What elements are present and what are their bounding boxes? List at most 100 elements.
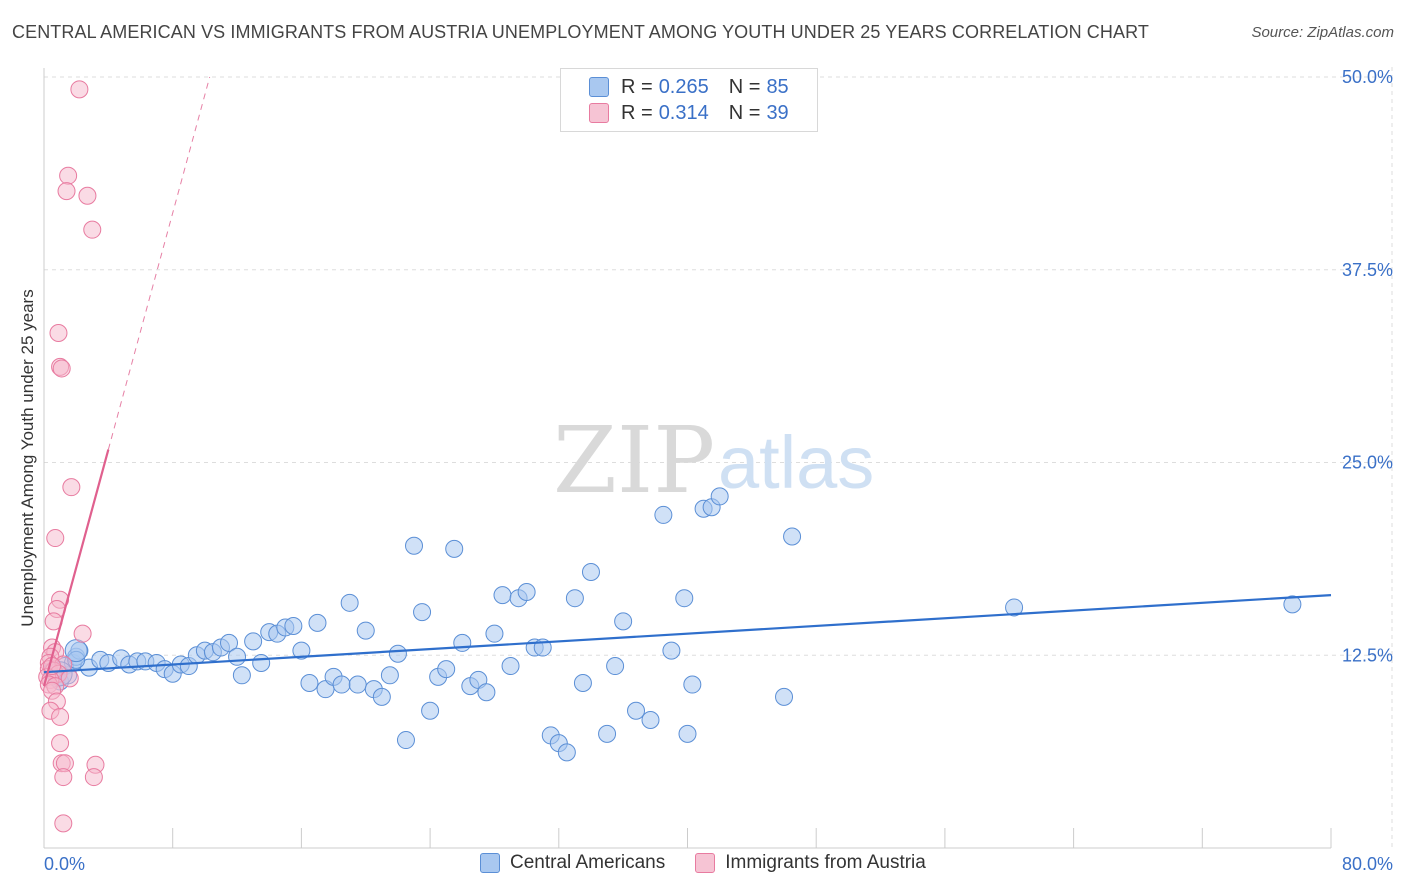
data-point xyxy=(252,653,271,672)
source-label: Source: ZipAtlas.com xyxy=(1251,24,1394,41)
data-point xyxy=(232,666,251,685)
legend-swatch-blue xyxy=(480,853,500,873)
legend-label: Central Americans xyxy=(510,852,666,873)
data-point xyxy=(51,734,70,753)
data-point xyxy=(73,624,92,643)
data-point xyxy=(675,589,694,608)
y-tick-label: 12.5% xyxy=(1342,645,1393,665)
data-point xyxy=(84,768,103,787)
data-point xyxy=(581,562,600,581)
data-point xyxy=(228,647,247,666)
data-point xyxy=(445,539,464,558)
data-point xyxy=(641,711,660,730)
legend-label: Immigrants from Austria xyxy=(725,852,926,873)
data-point xyxy=(300,674,319,693)
data-point xyxy=(775,687,794,706)
legend-r-value: 0.314 xyxy=(658,101,709,124)
legend-swatch-pink xyxy=(695,853,716,873)
data-point xyxy=(54,814,73,833)
legend-n-value: 85 xyxy=(766,75,789,98)
legend-swatch-blue xyxy=(589,77,609,97)
trend-line-immigrants-from-austria xyxy=(42,449,110,687)
data-point xyxy=(49,323,68,342)
data-point xyxy=(244,632,263,651)
data-point xyxy=(388,644,407,663)
data-point xyxy=(70,80,89,99)
data-point xyxy=(517,583,536,602)
data-point xyxy=(573,674,592,693)
data-point xyxy=(421,701,440,720)
data-point xyxy=(783,527,802,546)
legend-r-label: R = xyxy=(621,75,653,98)
legend-row-pink: R = 0.314 N = 39 xyxy=(589,101,789,125)
data-point xyxy=(348,675,367,694)
data-point xyxy=(52,359,71,378)
y-tick-label: 50.0% xyxy=(1342,67,1393,87)
data-point xyxy=(662,641,681,660)
watermark-atlas: atlas xyxy=(718,421,874,504)
data-point xyxy=(501,657,520,676)
data-point xyxy=(308,613,327,632)
data-point xyxy=(405,536,424,555)
y-axis-label: Unemployment Among Youth under 25 years xyxy=(18,289,37,627)
data-point xyxy=(292,641,311,660)
data-point xyxy=(1283,595,1302,614)
legend-r-label: R = xyxy=(621,101,653,124)
correlation-legend: R = 0.265 N = 85 R = 0.314 N = 39 xyxy=(560,68,818,132)
legend-n-label: N = xyxy=(728,101,761,124)
legend-swatch-pink xyxy=(589,103,609,123)
data-point xyxy=(396,731,415,750)
data-point xyxy=(372,687,391,706)
data-point xyxy=(62,478,81,497)
data-point xyxy=(627,701,646,720)
data-point xyxy=(606,657,625,676)
data-point xyxy=(51,707,70,726)
legend-item-central-americans: Central Americans xyxy=(480,852,665,874)
data-point xyxy=(453,633,472,652)
data-point xyxy=(83,220,102,239)
data-point xyxy=(46,529,65,548)
trend-line-extension xyxy=(107,76,211,450)
data-point xyxy=(57,182,76,201)
data-point xyxy=(413,603,432,622)
data-point xyxy=(356,621,375,640)
data-point xyxy=(332,675,351,694)
data-point xyxy=(59,166,78,185)
data-point xyxy=(493,586,512,605)
data-point xyxy=(78,186,97,205)
data-point xyxy=(683,675,702,694)
data-point xyxy=(284,616,303,635)
trend-line-central-americans xyxy=(43,594,1332,674)
data-point xyxy=(565,589,584,608)
data-point xyxy=(340,593,359,612)
legend-n-value: 39 xyxy=(766,101,789,124)
data-point xyxy=(678,724,697,743)
data-point xyxy=(54,768,73,787)
tick-labels: 12.5% 25.0% 37.5% 50.0% 0.0% 80.0% xyxy=(44,67,1393,874)
chart-title: CENTRAL AMERICAN VS IMMIGRANTS FROM AUST… xyxy=(12,22,1149,42)
legend-n-label: N = xyxy=(728,75,761,98)
data-point xyxy=(557,743,576,762)
data-point xyxy=(477,683,496,702)
legend-item-immigrants-from-austria: Immigrants from Austria xyxy=(695,852,926,874)
axes xyxy=(43,68,1332,849)
data-point xyxy=(1005,598,1024,617)
data-point xyxy=(654,505,673,524)
data-point xyxy=(614,612,633,631)
data-point xyxy=(380,666,399,685)
y-tick-label: 25.0% xyxy=(1342,453,1393,473)
data-point xyxy=(437,660,456,679)
series-legend: Central Americans Immigrants from Austri… xyxy=(480,852,956,874)
watermark-zip: ZIP xyxy=(553,407,715,514)
x-tick-label: 80.0% xyxy=(1342,854,1393,874)
trend-lines xyxy=(42,76,1332,687)
y-tick-label: 37.5% xyxy=(1342,260,1393,280)
series-immigrants-from-austria xyxy=(38,80,105,833)
data-point xyxy=(710,487,729,506)
series-central-americans xyxy=(43,487,1302,762)
legend-r-value: 0.265 xyxy=(658,75,709,98)
data-point xyxy=(220,633,239,652)
data-point xyxy=(485,624,504,643)
data-point xyxy=(598,724,617,743)
